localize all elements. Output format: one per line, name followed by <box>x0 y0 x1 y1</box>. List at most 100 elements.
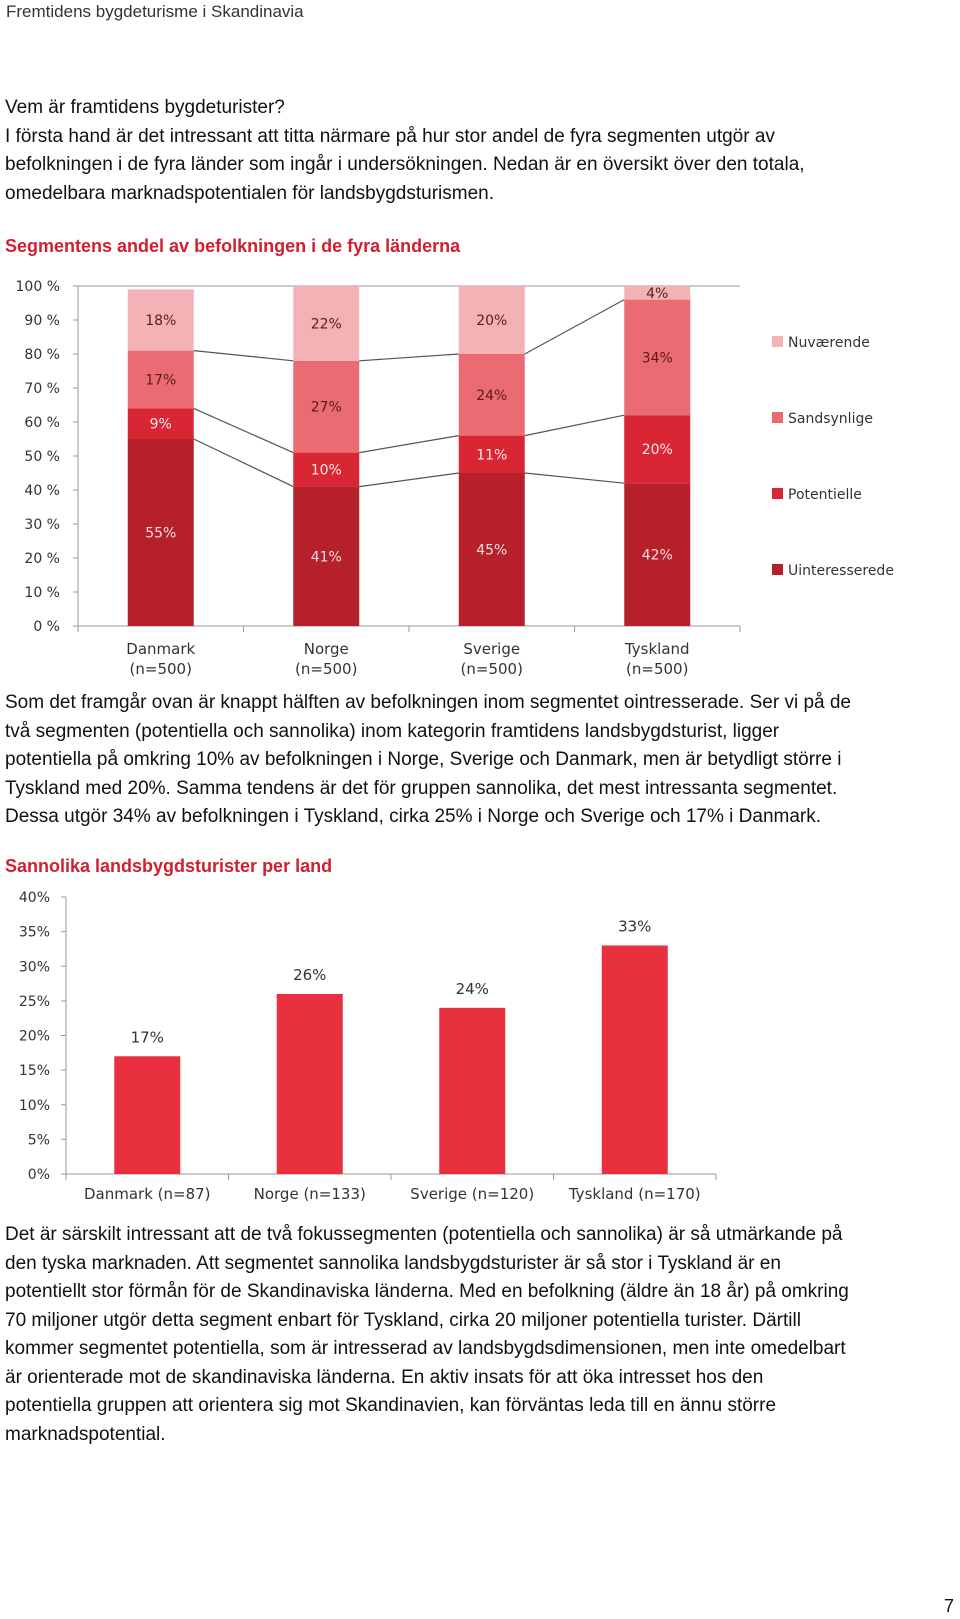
y-tick-label: 0 % <box>33 619 60 635</box>
chart1-heading: Segmentens andel av befolkningen i de fy… <box>5 236 461 256</box>
intro-line: befolkningen i de fyra länder som ingår … <box>5 154 805 175</box>
series-line <box>359 435 459 454</box>
analysis-line: potentiella på omkring 10% av befolkning… <box>5 749 842 770</box>
data-label: 20% <box>642 442 673 458</box>
series-line <box>524 299 625 355</box>
data-label: 18% <box>145 313 176 329</box>
analysis-line: två segmenten (potentiella och sannolika… <box>5 720 780 742</box>
data-label: 26% <box>293 966 326 984</box>
data-label: 41% <box>311 549 342 565</box>
y-tick-label: 40% <box>19 890 50 906</box>
analysis-paragraph: Som det framgår ovan är knappt hälften a… <box>5 689 950 832</box>
bar-segment <box>624 483 691 626</box>
conclusion-line: Det är särskilt intressant att de två fo… <box>5 1224 843 1245</box>
y-tick-label: 25% <box>19 994 50 1010</box>
data-label: 34% <box>642 350 673 366</box>
series-line <box>359 472 459 488</box>
y-tick-label: 40 % <box>24 483 60 499</box>
data-label: 55% <box>145 526 176 542</box>
likely-tourists-chart: 0% 5% 10% 15% 20% 25% 30% 35% 40% 17% Danmark (n=8… <box>0 884 960 1244</box>
series-line <box>359 353 459 362</box>
y-tick-label: 0% <box>28 1167 50 1183</box>
legend-swatch <box>772 336 783 347</box>
bar <box>601 945 668 1174</box>
bar-segment <box>127 350 194 409</box>
bar-segment <box>293 486 360 626</box>
x-tick-label: Tyskland <box>624 640 690 658</box>
x-tick-label: Danmark <box>126 640 195 658</box>
data-label: 10% <box>311 463 342 479</box>
conclusion-line: potentiella gruppen att orientera sig mo… <box>5 1395 777 1416</box>
conclusion-paragraph: Det är särskilt intressant att de två fo… <box>5 1221 950 1449</box>
bar <box>439 1007 506 1174</box>
data-label: 4% <box>646 286 668 302</box>
analysis-line: Dessa utgör 34% av befolkningen i Tyskla… <box>5 806 822 827</box>
analysis-line: Tyskland med 20%. Samma tendens är det f… <box>5 777 838 799</box>
bar-segment <box>624 286 691 300</box>
y-tick-label: 30 % <box>24 517 60 533</box>
series-line <box>193 350 294 362</box>
analysis-line: Som det framgår ovan är knappt hälften a… <box>5 692 851 713</box>
x-tick-label: Danmark (n=87) <box>84 1185 211 1203</box>
bar-segment <box>293 360 360 453</box>
y-tick-label: 70 % <box>24 381 60 397</box>
legend-swatch <box>772 564 783 575</box>
data-label: 11% <box>476 447 507 463</box>
y-tick-label: 80 % <box>24 347 60 363</box>
bar-segment <box>293 452 360 487</box>
y-tick-label: 20 % <box>24 551 60 567</box>
segment-share-chart: 0 % 10 % 20 % 30 % 40 % 50 % 60 % 70 % 80 % 90 % 1… <box>0 268 960 698</box>
data-label: 27% <box>311 400 342 416</box>
x-tick-label: Norge (n=133) <box>254 1185 366 1203</box>
x-tick-label: Sverige <box>463 640 520 658</box>
legend-label: Sandsynlige <box>788 411 873 427</box>
data-label: 20% <box>476 313 507 329</box>
y-tick-label: 90 % <box>24 313 60 329</box>
legend-label: Uinteresserede <box>788 563 894 579</box>
series-line <box>193 438 294 488</box>
x-tick-label: (n=500) <box>130 660 192 678</box>
data-label: 42% <box>642 548 673 564</box>
y-tick-label: 10% <box>19 1098 50 1114</box>
data-label: 22% <box>311 316 342 332</box>
bar-segment <box>127 408 194 439</box>
data-label: 17% <box>131 1028 164 1046</box>
y-tick-label: 50 % <box>24 449 60 465</box>
conclusion-line: är orienterade mot de skandinaviska länd… <box>5 1366 764 1388</box>
y-tick-label: 20% <box>19 1029 50 1045</box>
document-header-title: Fremtidens bygdeturisme i Skandinavia <box>6 2 304 21</box>
bar-segment <box>293 286 360 361</box>
page-number: 7 <box>943 1596 954 1616</box>
bar-segment <box>458 435 525 473</box>
conclusion-line: marknadspotential. <box>5 1423 166 1445</box>
legend-swatch <box>772 412 783 423</box>
data-label: 45% <box>476 543 507 559</box>
bar-segment <box>127 289 194 351</box>
data-label: 24% <box>476 388 507 404</box>
bar-segment <box>127 439 194 626</box>
likely-tourists-chart-svg: 0% 5% 10% 15% 20% 25% 30% 35% 40% 17% Danmark (n=8… <box>19 890 717 1203</box>
data-label: 33% <box>618 917 651 935</box>
y-tick-label: 35% <box>19 925 50 941</box>
chart2-heading: Sannolika landsbygdsturister per land <box>5 856 333 876</box>
bar-segment <box>624 299 691 416</box>
conclusion-line: potentiellt stor förmån för de Skandinav… <box>5 1281 849 1302</box>
y-tick-label: 100 % <box>16 279 60 295</box>
bar-segment <box>458 354 525 436</box>
x-tick-label: (n=500) <box>626 660 688 678</box>
series-line <box>193 407 294 454</box>
bar-segment <box>458 473 525 626</box>
x-tick-label: Norge <box>304 640 349 658</box>
bar-segment <box>624 415 691 484</box>
legend-label: Nuværende <box>788 335 870 351</box>
y-tick-label: 5% <box>28 1132 50 1148</box>
x-tick-label: (n=500) <box>461 660 523 678</box>
intro-line: omedelbara marknadspotentialen för lands… <box>5 182 494 204</box>
x-tick-label: Tyskland (n=170) <box>568 1185 701 1203</box>
data-label: 9% <box>150 417 172 433</box>
bar <box>114 1056 181 1174</box>
conclusion-line: 70 miljoner utgör detta segment enbart f… <box>5 1309 801 1331</box>
bar-segment <box>458 286 525 354</box>
legend-swatch <box>772 488 783 499</box>
intro-paragraph: Vem är framtidens bygdeturister? I först… <box>5 94 950 208</box>
